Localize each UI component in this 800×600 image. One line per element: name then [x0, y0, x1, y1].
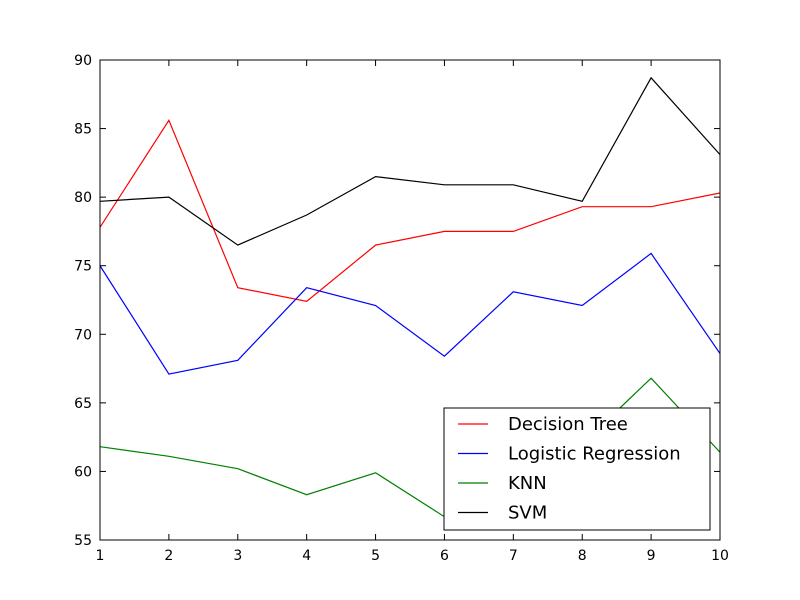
x-axis: 1 2 3 4 5 6 7 8 9 10	[96, 60, 729, 564]
series-line-decision-tree	[100, 119, 720, 303]
legend-label: KNN	[508, 473, 547, 494]
y-tick-label: 60	[74, 464, 92, 480]
y-axis: 55 60 65 70 75 80 85 90	[74, 53, 720, 549]
x-tick-label: 5	[371, 548, 380, 564]
y-tick-label: 90	[74, 53, 92, 69]
x-tick-label: 7	[509, 548, 518, 564]
x-tick-label: 9	[647, 548, 656, 564]
series-line-logistic-regression	[100, 252, 720, 375]
y-tick-label: 70	[74, 327, 92, 343]
plot-series-group	[100, 76, 720, 525]
y-tick-label: 75	[74, 259, 92, 275]
y-tick-label: 80	[74, 190, 92, 206]
x-tick-label: 4	[302, 548, 311, 564]
y-tick-label: 65	[74, 396, 92, 412]
legend-label: Logistic Regression	[508, 444, 681, 465]
legend-box	[443, 407, 711, 531]
legend-label: SVM	[508, 503, 547, 524]
x-tick-label: 3	[233, 548, 242, 564]
x-tick-label: 1	[96, 548, 105, 564]
x-tick-label: 8	[578, 548, 587, 564]
plot-frame	[99, 59, 721, 541]
x-tick-label: 6	[440, 548, 449, 564]
series-line-svm	[100, 76, 720, 246]
x-tick-label: 2	[164, 548, 173, 564]
y-tick-label: 55	[74, 533, 92, 549]
legend-label: Decision Tree	[508, 414, 628, 435]
legend: Decision Tree Logistic Regression KNN SVM	[443, 407, 711, 531]
y-tick-label: 85	[74, 122, 92, 138]
x-tick-label: 10	[711, 548, 729, 564]
